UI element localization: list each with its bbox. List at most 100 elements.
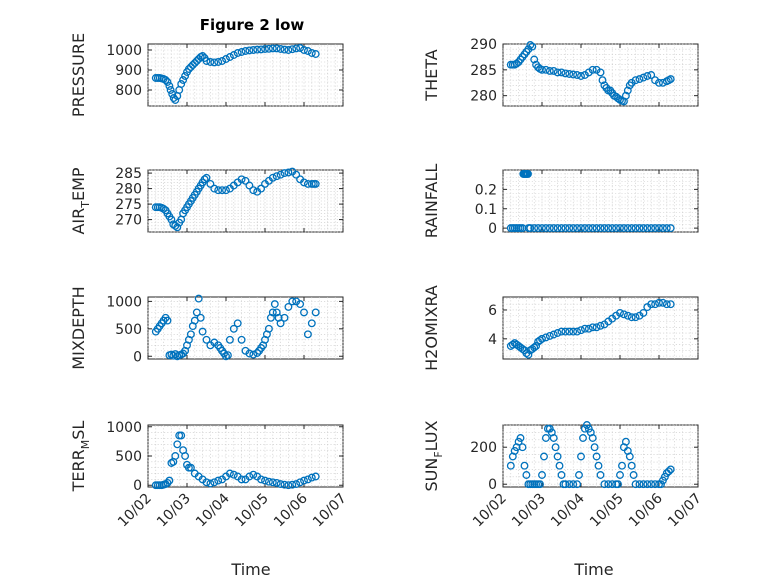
data-point bbox=[186, 463, 195, 472]
data-point bbox=[664, 467, 673, 476]
y-tick-label: 280 bbox=[115, 182, 142, 198]
y-axis-label: AIRTEMP bbox=[69, 167, 92, 234]
data-point bbox=[618, 461, 626, 470]
data-point bbox=[643, 224, 652, 233]
panel-mixdepth: 0 500 1000 MIXDEPTH bbox=[69, 286, 344, 370]
data-point bbox=[518, 344, 527, 353]
x-axis-labels: Time Time bbox=[230, 560, 613, 579]
data-point bbox=[202, 173, 211, 182]
data-point bbox=[237, 335, 246, 344]
y-axis-label: MIXDEPTH bbox=[69, 286, 88, 369]
y-tick-label: 1000 bbox=[106, 43, 142, 59]
data-point bbox=[280, 45, 289, 54]
data-point bbox=[588, 65, 597, 74]
data-point bbox=[569, 327, 578, 336]
data-point bbox=[557, 68, 566, 77]
y-axis-label: TERRMSL bbox=[69, 421, 92, 493]
data-point bbox=[168, 90, 177, 98]
data-point bbox=[276, 45, 285, 53]
data-point bbox=[218, 186, 227, 195]
data-point bbox=[518, 443, 527, 452]
data-point bbox=[658, 298, 667, 307]
data-point bbox=[621, 91, 630, 100]
data-point bbox=[245, 472, 254, 481]
data-point bbox=[202, 335, 211, 344]
data-point bbox=[657, 480, 665, 489]
data-point bbox=[214, 58, 223, 66]
data-point bbox=[639, 224, 648, 233]
data-point bbox=[522, 471, 531, 479]
data-point bbox=[553, 224, 562, 233]
data-point bbox=[272, 44, 281, 53]
data-point bbox=[249, 46, 258, 54]
data-point bbox=[512, 59, 521, 68]
y-axis-label: RAINFALL bbox=[422, 164, 441, 239]
plot-area bbox=[147, 296, 344, 360]
data-point bbox=[268, 308, 277, 317]
y-tick-label: 290 bbox=[470, 37, 497, 53]
data-point bbox=[225, 335, 234, 344]
data-point bbox=[214, 186, 223, 195]
data-point bbox=[300, 46, 308, 54]
data-point bbox=[565, 70, 574, 78]
data-point bbox=[545, 224, 554, 233]
data-point bbox=[616, 224, 624, 233]
data-point bbox=[303, 47, 312, 55]
data-point bbox=[627, 461, 636, 470]
data-point bbox=[188, 61, 197, 69]
data-point bbox=[569, 224, 578, 233]
data-point bbox=[303, 475, 312, 484]
y-tick-label: 285 bbox=[115, 166, 142, 182]
data-point bbox=[582, 421, 591, 429]
data-point bbox=[214, 476, 223, 485]
data-point bbox=[608, 480, 617, 489]
data-point bbox=[573, 327, 582, 336]
data-point bbox=[202, 57, 211, 65]
data-point bbox=[177, 80, 186, 88]
data-point bbox=[627, 224, 636, 233]
data-point bbox=[233, 49, 242, 57]
data-point bbox=[555, 461, 564, 470]
data-point bbox=[627, 313, 636, 322]
data-point bbox=[662, 300, 671, 309]
data-point bbox=[532, 342, 541, 350]
data-point bbox=[651, 224, 660, 233]
data-point bbox=[245, 349, 254, 358]
data-point bbox=[223, 351, 232, 360]
x-axis-label-left: Time bbox=[230, 560, 270, 579]
data-point bbox=[196, 313, 205, 322]
data-point bbox=[604, 224, 613, 233]
data-point bbox=[311, 179, 320, 188]
data-point bbox=[580, 324, 589, 333]
data-point bbox=[579, 434, 587, 442]
data-point bbox=[530, 55, 539, 64]
y-tick-label: 0 bbox=[488, 221, 497, 237]
y-axis-label: SUNFLUX bbox=[422, 420, 445, 491]
data-point bbox=[163, 78, 172, 86]
data-point bbox=[655, 224, 663, 233]
data-point bbox=[280, 313, 289, 322]
y-tick-label: 280 bbox=[470, 89, 497, 105]
data-point bbox=[631, 76, 640, 85]
panel-terr-msl: 0 500 1000 10/02 10/03 10/04 10/05 10/06 10/07 TE… bbox=[69, 420, 350, 531]
data-point bbox=[166, 86, 175, 94]
data-point bbox=[573, 480, 582, 489]
data-point bbox=[534, 63, 543, 72]
data-point bbox=[288, 480, 297, 489]
data-point bbox=[577, 452, 585, 461]
data-point bbox=[257, 475, 266, 484]
data-point bbox=[598, 76, 607, 85]
data-point bbox=[627, 78, 636, 87]
data-point bbox=[538, 65, 546, 74]
data-point bbox=[264, 477, 273, 486]
data-point bbox=[635, 224, 644, 233]
data-point bbox=[225, 53, 234, 61]
data-point bbox=[303, 330, 312, 339]
data-point bbox=[623, 311, 632, 320]
y-tick-label: 4 bbox=[488, 332, 497, 348]
data-point bbox=[538, 224, 546, 233]
data-point bbox=[530, 224, 539, 233]
data-point bbox=[245, 181, 254, 190]
